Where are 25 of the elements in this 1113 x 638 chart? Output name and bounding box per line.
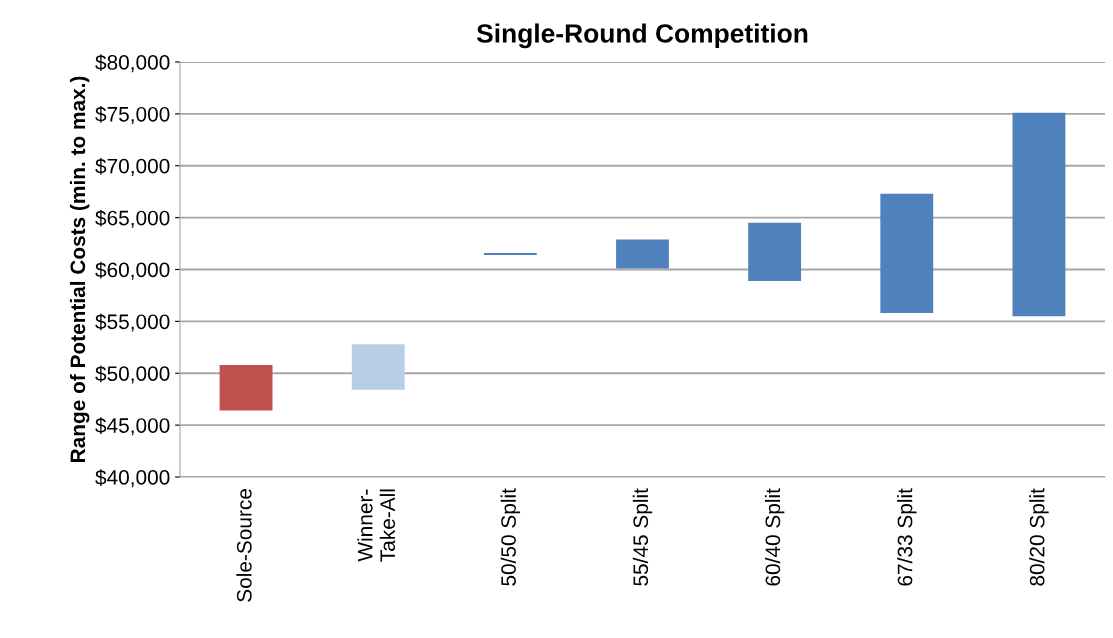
bar — [880, 193, 934, 314]
y-tick-label: $70,000 — [95, 157, 170, 176]
x-tick-label: 55/45 Split — [632, 488, 653, 586]
y-tick-label: $55,000 — [95, 313, 170, 332]
y-tick-label: $45,000 — [95, 417, 170, 436]
bar — [1012, 112, 1066, 317]
chart-title: Single-Round Competition — [476, 23, 808, 49]
x-tick-label: 67/33 Split — [897, 488, 917, 586]
y-tick-label: $50,000 — [95, 365, 170, 384]
bar — [351, 344, 405, 390]
x-tick-label: Sole-Source — [236, 489, 252, 602]
x-tick-label: 60/40 Split — [764, 488, 785, 586]
bar — [219, 364, 273, 411]
y-tick-label: $75,000 — [95, 106, 170, 125]
y-tick-label: $80,000 — [95, 54, 170, 73]
bar — [616, 239, 669, 269]
x-tick-label: Winner- Take-All — [357, 489, 396, 562]
y-axis-title: Range of Potential Costs (min. to max.) — [69, 76, 90, 462]
y-tick-label: $60,000 — [95, 261, 170, 280]
y-tick-label: $40,000 — [95, 469, 170, 488]
bar — [483, 252, 537, 255]
bar — [748, 222, 802, 281]
x-tick-label: 80/20 Split — [1029, 488, 1049, 586]
y-tick-label: $65,000 — [95, 209, 170, 228]
x-tick-label: 50/50 Split — [500, 488, 521, 586]
